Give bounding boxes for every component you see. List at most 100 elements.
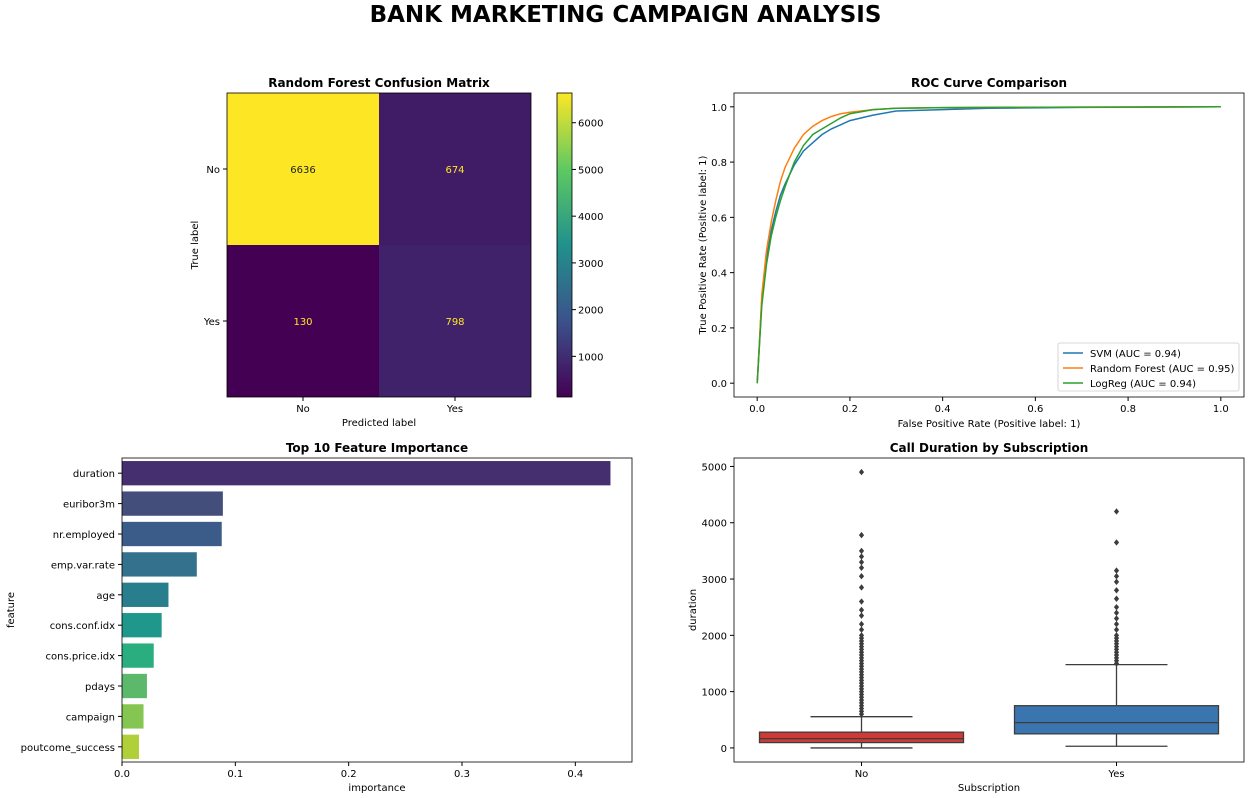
cm-xtick-label: No: [296, 404, 310, 415]
outlier-point: [1113, 567, 1120, 574]
outlier-point: [1113, 626, 1120, 633]
feature-bar-duration: [122, 461, 611, 486]
feature-xtick-label: 0.1: [227, 769, 243, 780]
feature-importance-panel: Top 10 Feature Importance duration euribo…: [6, 441, 633, 794]
feature-xtick-label: 0.0: [114, 769, 130, 780]
roc-ytick-label: 0.0: [711, 379, 727, 390]
outlier-point: [858, 468, 865, 476]
outlier-point: [858, 620, 865, 628]
figure-title: BANK MARKETING CAMPAIGN ANALYSIS: [369, 2, 882, 28]
roc-curve-2: [756, 106, 1221, 384]
roc-ytick-label: 0.6: [711, 213, 727, 224]
confusion-matrix-ticks: No Yes No Yes: [203, 165, 463, 415]
outlier-point: [858, 626, 865, 633]
duration-boxplot-xlabel: Subscription: [958, 783, 1020, 794]
outlier-point: [858, 553, 865, 560]
feature-bar-emp-var-rate: [122, 552, 197, 577]
feature-tick-label: nr.employed: [53, 530, 115, 541]
outlier-point: [858, 531, 865, 539]
duration-boxes: [758, 468, 1220, 749]
boxplot-ytick-label: 1000: [702, 688, 727, 699]
cm-cell-value: 798: [445, 317, 464, 328]
roc-xtick-label: 0.2: [842, 404, 858, 415]
cm-cell-value: 6636: [290, 165, 315, 176]
roc-ticks: 0.0 0.2 0.4 0.6 0.8 1.0 0.0 0.2 0.4 0.6 0.8 1.0: [711, 103, 1229, 415]
boxplot-ytick-label: 5000: [702, 462, 727, 473]
cm-cell-value: 130: [293, 317, 312, 328]
duration-boxplot-title: Call Duration by Subscription: [890, 441, 1089, 455]
feature-importance-ticks: duration euribor3m nr.employed emp.var.rate…: [21, 469, 584, 780]
feature-xtick-label: 0.4: [567, 769, 583, 780]
colorbar-ticks: 1000 2000 3000 4000 5000 6000: [572, 119, 603, 363]
roc-panel: ROC Curve Comparison 0.0 0.2 0.4 0.6 0.8 1.00…: [698, 76, 1245, 430]
outlier-point: [1113, 632, 1120, 639]
outlier-point: [858, 547, 865, 555]
roc-axes-frame: [733, 92, 1245, 398]
outlier-point: [858, 584, 865, 591]
confusion-matrix-title: Random Forest Confusion Matrix: [268, 76, 490, 90]
colorbar-tick-label: 3000: [578, 259, 603, 270]
feature-bar-cons-conf-idx: [122, 613, 162, 638]
box-yes: [1013, 705, 1220, 735]
outlier-point: [858, 612, 865, 619]
roc-ytick-label: 0.4: [711, 269, 727, 280]
duration-boxplot-frame: [733, 457, 1245, 763]
outlier-point: [858, 564, 865, 571]
outlier-point: [1113, 595, 1120, 602]
feature-importance-xlabel: importance: [348, 783, 405, 794]
feature-tick-label: poutcome_success: [21, 743, 115, 754]
colorbar-tick-label: 4000: [578, 212, 603, 223]
boxplot-ytick-label: 3000: [702, 575, 727, 586]
feature-bar-cons-price-idx: [122, 643, 154, 668]
boxplot-ytick-label: 0: [721, 744, 727, 755]
feature-tick-label: cons.price.idx: [46, 652, 116, 663]
feature-importance-ylabel: feature: [6, 592, 17, 628]
outlier-point: [1113, 539, 1120, 546]
feature-importance-frame: [121, 457, 633, 763]
outlier-point: [1113, 578, 1120, 586]
roc-ylabel: True Positive Rate (Positive label: 1): [698, 155, 709, 335]
feature-tick-label: duration: [73, 469, 115, 480]
colorbar: [556, 92, 573, 398]
outlier-point: [858, 558, 865, 566]
feature-importance-bars: [122, 461, 611, 759]
colorbar-tick-label: 2000: [578, 306, 603, 317]
boxplot-xtick-label: No: [855, 769, 869, 780]
feature-tick-label: cons.conf.idx: [50, 621, 115, 632]
boxplot-ytick-label: 4000: [702, 519, 727, 530]
feature-tick-label: euribor3m: [63, 500, 115, 511]
duration-boxplot-ticks: No Yes 0 1000 2000 3000 4000 5000: [702, 462, 1125, 780]
feature-importance-title: Top 10 Feature Importance: [286, 441, 468, 455]
cm-cell-yes-no: [227, 245, 379, 397]
feature-bar-euribor3m: [122, 491, 223, 516]
roc-ytick-label: 0.8: [711, 158, 727, 169]
cm-cell-value: 674: [445, 165, 464, 176]
feature-tick-label: pdays: [85, 682, 115, 693]
roc-legend: SVM (AUC = 0.94) Random Forest (AUC = 0.9…: [1057, 342, 1240, 392]
roc-legend-box: [1057, 342, 1240, 392]
feature-xtick-label: 0.3: [454, 769, 470, 780]
duration-boxplot-panel: Call Duration by Subscription No Yes 0 1000…: [688, 441, 1245, 794]
outlier-point: [1113, 615, 1120, 622]
duration-boxplot-ylabel: duration: [688, 589, 699, 631]
roc-xlabel: False Positive Rate (Positive label: 1): [898, 419, 1081, 430]
boxplot-ytick-label: 2000: [702, 631, 727, 642]
feature-tick-label: age: [96, 591, 115, 602]
outlier-point: [1113, 587, 1120, 594]
roc-curve-0: [756, 106, 1221, 384]
roc-xtick-label: 1.0: [1213, 404, 1229, 415]
outlier-point: [1113, 620, 1120, 628]
feature-bar-age: [122, 582, 169, 607]
feature-bar-pdays: [122, 673, 147, 699]
cm-cell-yes-yes: [379, 245, 531, 397]
roc-xtick-label: 0.0: [749, 404, 765, 415]
cm-ytick-label: No: [206, 165, 220, 176]
feature-bar-poutcome-success: [122, 734, 139, 759]
roc-xtick-label: 0.6: [1027, 404, 1043, 415]
colorbar-tick-label: 6000: [578, 119, 603, 130]
roc-curve-1: [756, 106, 1221, 384]
cm-ytick-label: Yes: [203, 317, 220, 328]
outlier-point: [858, 606, 865, 614]
feature-bar-nr-employed: [122, 521, 222, 547]
cm-xtick-label: Yes: [446, 404, 463, 415]
